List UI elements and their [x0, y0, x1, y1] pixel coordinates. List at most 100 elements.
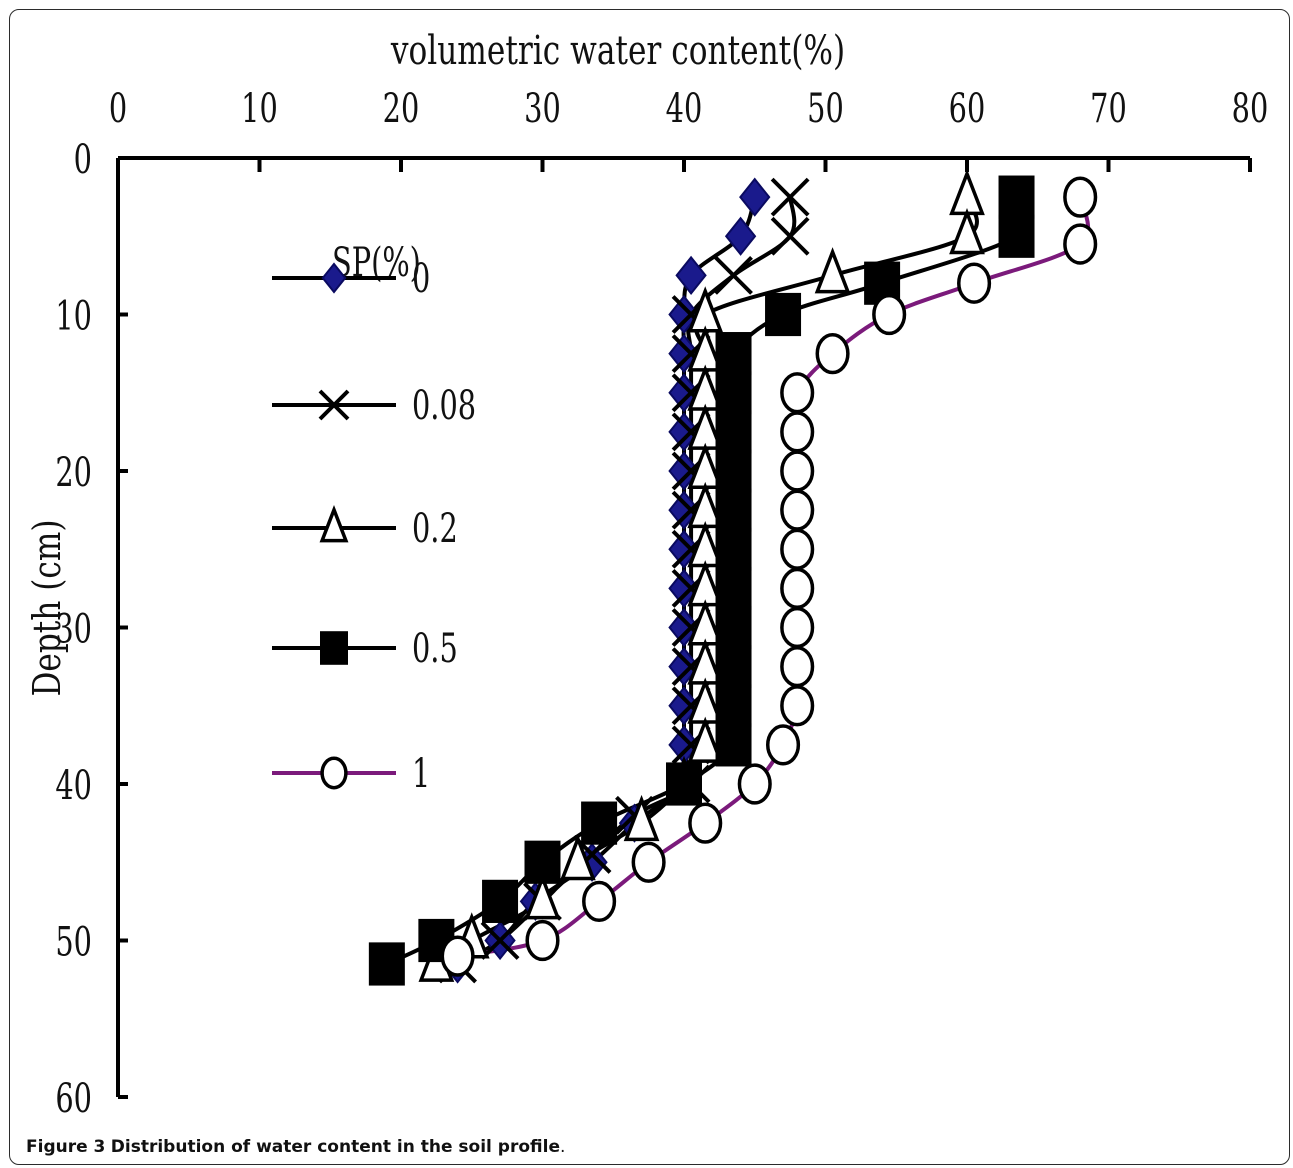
data-point-circle — [1063, 223, 1098, 265]
legend-label: 0.2 — [412, 506, 458, 552]
series-markers-1 — [438, 177, 810, 984]
data-point-circle — [780, 685, 815, 727]
data-point-square — [715, 684, 752, 728]
data-point-circle — [780, 567, 815, 610]
chart-labels: 0 10 20 30 40 50 60 70 800102030405060volumetric… — [26, 28, 1268, 1122]
data-point-x — [480, 921, 520, 960]
data-point-triangle — [524, 873, 561, 920]
legend-label: 0.5 — [412, 626, 458, 672]
data-point-square — [581, 801, 618, 845]
data-point-triangle — [560, 833, 596, 881]
y-tick-label: 10 — [55, 294, 92, 340]
figure-caption: Figure 3 Distribution of water content i… — [26, 1137, 565, 1157]
x-marker-stroke — [318, 389, 350, 421]
data-point-square — [715, 566, 752, 610]
series-markers-4 — [440, 176, 1098, 977]
data-point-circle — [957, 262, 992, 304]
data-point-square — [998, 214, 1035, 258]
data-point-square — [715, 723, 752, 767]
data-point-circle — [780, 372, 815, 414]
x-tick-label: 40 — [666, 86, 703, 132]
data-point-circle — [780, 606, 815, 649]
x-tick-label: 10 — [241, 86, 278, 132]
data-point-square — [715, 605, 752, 650]
y-axis-title: Depth (cm) — [26, 519, 70, 696]
data-point-circle — [780, 450, 815, 492]
data-point-diamond — [724, 216, 757, 256]
y-tick-label: 60 — [55, 1076, 92, 1122]
legend-marker-diamond — [321, 262, 347, 294]
water-content-chart: SP(%)00.080.20.51 0 10 20 30 40 50 60 70 8001020… — [26, 28, 1268, 1122]
figure-caption-text: Distribution of water content in the soi… — [110, 1137, 560, 1157]
data-point-circle — [1063, 176, 1098, 218]
data-point-square — [715, 410, 752, 454]
data-point-diamond — [739, 177, 771, 217]
data-point-triangle — [687, 716, 724, 763]
data-point-x — [714, 255, 753, 295]
data-point-x — [770, 177, 810, 217]
legend-marker-circle — [320, 756, 348, 790]
data-point-triangle — [623, 794, 660, 842]
data-point-square — [715, 449, 752, 493]
figure-caption-label: Figure 3 — [26, 1137, 106, 1157]
data-point-square — [715, 332, 752, 376]
x-axis-title: volumetric water content(%) — [390, 28, 845, 74]
y-tick-label: 20 — [55, 450, 92, 496]
data-point-x — [770, 216, 810, 256]
series-markers-3 — [368, 175, 1035, 986]
legend-marker-triangle — [319, 504, 349, 543]
y-tick-label: 30 — [55, 607, 92, 653]
data-point-circle — [688, 802, 723, 844]
data-point-circle — [737, 763, 772, 805]
x-tick-label: 20 — [383, 86, 420, 132]
x-tick-label: 60 — [949, 86, 986, 132]
data-point-triangle — [814, 247, 851, 294]
x-tick-label: 50 — [807, 86, 844, 132]
chart-axes — [116, 156, 1252, 1099]
y-tick-label: 50 — [55, 920, 92, 966]
data-point-diamond — [675, 255, 707, 295]
data-point-circle — [440, 935, 475, 977]
y-tick-label: 40 — [55, 763, 92, 809]
x-marker-stroke — [480, 921, 520, 960]
legend-label: 0.08 — [412, 383, 476, 429]
series-markers-2 — [418, 168, 985, 982]
y-tick-label: 0 — [74, 137, 92, 183]
data-point-circle — [525, 919, 560, 962]
data-point-square — [715, 488, 752, 532]
figure-caption-end: . — [559, 1137, 566, 1157]
data-point-circle — [780, 489, 815, 531]
data-point-triangle — [949, 168, 985, 216]
data-point-square — [715, 645, 752, 689]
data-point-square — [666, 762, 702, 806]
data-point-circle — [872, 293, 907, 336]
data-point-triangle — [949, 207, 985, 255]
data-point-circle — [582, 880, 617, 923]
legend-marker-x — [318, 389, 350, 421]
data-point-square — [524, 840, 561, 884]
legend-label: 0 — [412, 256, 430, 302]
data-point-circle — [631, 841, 666, 883]
data-point-square — [368, 942, 405, 986]
data-point-square — [998, 175, 1035, 219]
chart-legend: SP(%)00.080.20.51 — [272, 240, 476, 797]
x-tick-label: 0 — [109, 86, 127, 132]
data-point-circle — [780, 411, 815, 453]
data-point-square — [715, 527, 752, 571]
legend-marker-square — [320, 631, 348, 665]
x-marker-stroke — [714, 255, 753, 295]
x-tick-label: 30 — [524, 86, 561, 132]
x-marker-stroke — [770, 216, 810, 256]
data-point-circle — [766, 724, 801, 766]
data-point-circle — [815, 332, 850, 375]
x-marker-stroke — [770, 177, 810, 217]
data-point-square — [765, 292, 802, 337]
legend-label: 1 — [412, 751, 430, 797]
data-point-square — [482, 879, 519, 923]
x-tick-label: 70 — [1090, 86, 1127, 132]
data-point-square — [715, 371, 752, 415]
data-point-circle — [780, 528, 815, 570]
series-markers — [368, 168, 1098, 986]
x-tick-label: 80 — [1232, 86, 1269, 132]
data-point-circle — [780, 645, 815, 688]
